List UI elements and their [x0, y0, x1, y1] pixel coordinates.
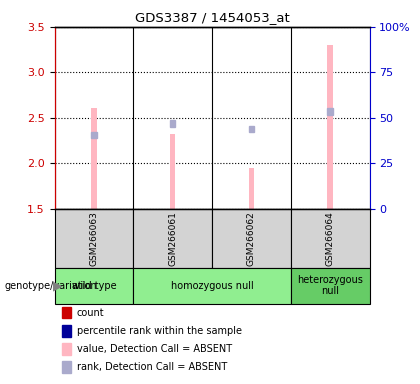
- Bar: [291, 268, 370, 303]
- Text: homozygous null: homozygous null: [171, 281, 254, 291]
- Bar: [63, 307, 71, 318]
- Text: percentile rank within the sample: percentile rank within the sample: [77, 326, 242, 336]
- Bar: [134, 268, 291, 303]
- Text: genotype/variation: genotype/variation: [4, 281, 97, 291]
- Bar: [328, 45, 333, 209]
- Bar: [55, 209, 134, 268]
- Bar: [134, 209, 212, 268]
- Bar: [91, 132, 97, 138]
- Text: GSM266063: GSM266063: [89, 211, 98, 266]
- Title: GDS3387 / 1454053_at: GDS3387 / 1454053_at: [135, 11, 289, 24]
- Text: wild type: wild type: [72, 281, 116, 291]
- Text: value, Detection Call = ABSENT: value, Detection Call = ABSENT: [77, 344, 232, 354]
- Bar: [63, 325, 71, 337]
- Bar: [249, 168, 254, 209]
- Text: GSM266061: GSM266061: [168, 211, 177, 266]
- Text: heterozygous
null: heterozygous null: [297, 275, 363, 296]
- Text: GSM266062: GSM266062: [247, 211, 256, 266]
- Bar: [328, 108, 333, 115]
- Bar: [55, 268, 134, 303]
- Bar: [63, 343, 71, 355]
- Bar: [249, 126, 254, 132]
- Text: ▶: ▶: [52, 279, 62, 292]
- Bar: [91, 108, 97, 209]
- Text: count: count: [77, 308, 104, 318]
- Bar: [170, 120, 176, 126]
- Bar: [212, 209, 291, 268]
- Text: GSM266064: GSM266064: [326, 211, 335, 266]
- Bar: [63, 361, 71, 373]
- Text: rank, Detection Call = ABSENT: rank, Detection Call = ABSENT: [77, 362, 227, 372]
- Bar: [170, 134, 176, 209]
- Bar: [291, 209, 370, 268]
